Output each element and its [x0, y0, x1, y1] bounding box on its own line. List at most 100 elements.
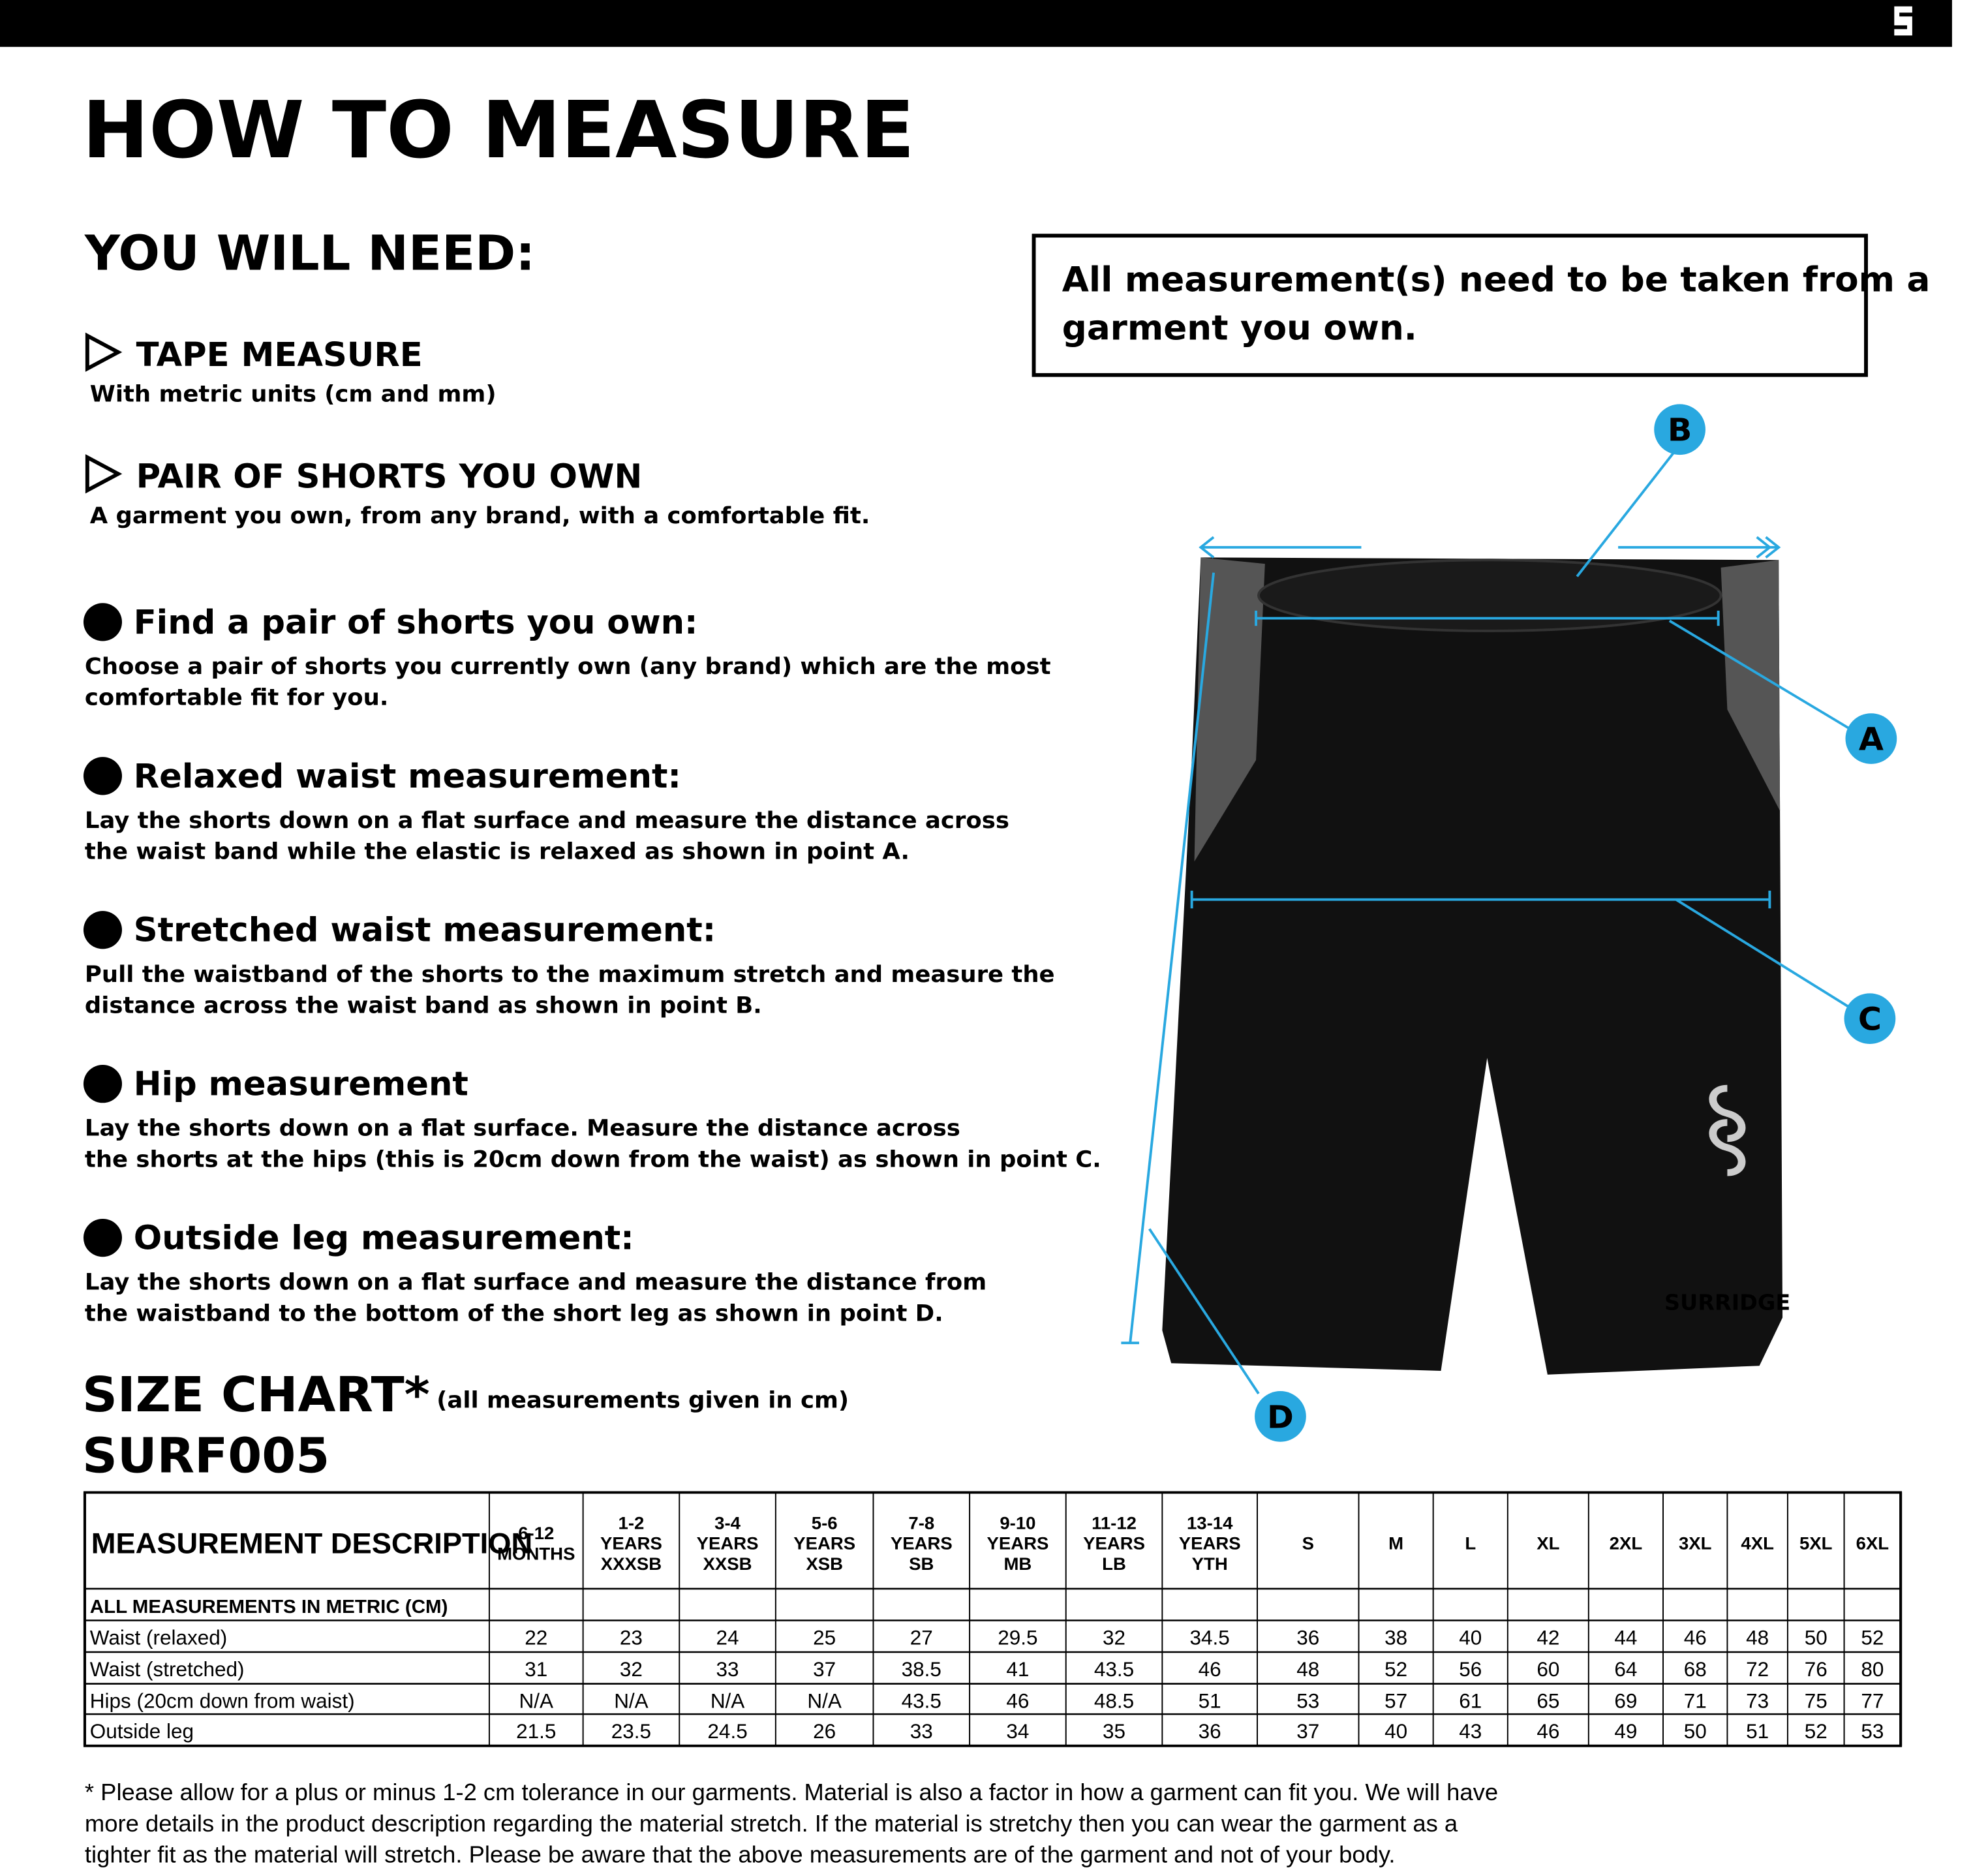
table-cell: 43.5	[1094, 1658, 1134, 1681]
table-cell: 26	[813, 1720, 836, 1743]
table-cell: 73	[1746, 1690, 1769, 1713]
table-cell: 31	[525, 1658, 547, 1681]
table-cell: 48	[1746, 1627, 1769, 1649]
table-cell: 49	[1614, 1720, 1637, 1743]
step-title: Stretched waist measurement:	[134, 911, 716, 949]
table-cell: 50	[1684, 1720, 1707, 1743]
table-cell: 44	[1614, 1627, 1637, 1649]
footnote: tighter fit as the material will stretch…	[85, 1841, 1396, 1868]
table-cell: 36	[1199, 1720, 1221, 1743]
table-cell: 72	[1746, 1658, 1769, 1681]
table-cell: 22	[525, 1627, 547, 1649]
label-circle	[1845, 713, 1897, 764]
step-number: 2	[94, 763, 111, 791]
shorts-illustration	[1162, 557, 1783, 1375]
step-text: Lay the shorts down on a flat surface an…	[85, 1269, 986, 1296]
table-header: XL	[1537, 1533, 1559, 1554]
step-number: 1	[94, 609, 111, 637]
row-label: Waist (relaxed)	[90, 1627, 227, 1649]
diagram-label: A	[1859, 721, 1884, 758]
table-header: YEARS	[697, 1533, 759, 1554]
table-cell: 37	[813, 1658, 836, 1681]
table-header: L	[1465, 1533, 1476, 1554]
step-text: the shorts at the hips (this is 20cm dow…	[85, 1146, 1101, 1173]
table-cell: 69	[1614, 1690, 1637, 1713]
table-cell: 38	[1384, 1627, 1407, 1649]
step-number: 5	[94, 1225, 111, 1253]
table-cell: 80	[1861, 1658, 1884, 1681]
table-cell: 33	[910, 1720, 933, 1743]
table-cell: 68	[1684, 1658, 1707, 1681]
table-cell: 46	[1006, 1690, 1029, 1713]
step-title: Hip measurement	[134, 1065, 468, 1103]
table-cell: 65	[1537, 1690, 1559, 1713]
table-cell: 51	[1746, 1720, 1769, 1743]
table-cell: 34.5	[1190, 1627, 1230, 1649]
row-label: Hips (20cm down from waist)	[90, 1690, 355, 1713]
table-cell: 32	[1103, 1627, 1125, 1649]
step-circle	[83, 757, 122, 795]
need-item-title: TAPE MEASURE	[136, 335, 423, 374]
table-cell: 32	[620, 1658, 643, 1681]
table-cell: 24.5	[707, 1720, 747, 1743]
table-header: 11-12	[1092, 1513, 1137, 1533]
step-title: Find a pair of shorts you own:	[134, 603, 698, 641]
table-header: YEARS	[793, 1533, 855, 1554]
diagram-label: C	[1858, 1001, 1882, 1038]
table-cell: 38.5	[902, 1658, 941, 1681]
need-item-text: With metric units (cm and mm)	[90, 381, 497, 408]
table-header: 9-10	[1000, 1513, 1035, 1533]
table-cell: 64	[1614, 1658, 1637, 1681]
table-header: XSB	[806, 1554, 843, 1574]
step-text: Choose a pair of shorts you currently ow…	[85, 653, 1051, 680]
table-cell: N/A	[711, 1690, 745, 1713]
footnote: more details in the product description …	[85, 1810, 1458, 1837]
step-text: the waistband to the bottom of the short…	[85, 1300, 943, 1326]
table-cell: 50	[1805, 1627, 1827, 1649]
table-cell: 53	[1296, 1690, 1319, 1713]
table-header: SB	[909, 1554, 934, 1574]
size-note: (all measurements given in cm)	[436, 1387, 849, 1413]
table-header: 6XL	[1856, 1533, 1889, 1554]
step-text: the waist band while the elastic is rela…	[85, 838, 910, 865]
table-cell: 34	[1006, 1720, 1029, 1743]
step-text: Lay the shorts down on a flat surface. M…	[85, 1115, 960, 1142]
table-header: 3-4	[714, 1513, 741, 1533]
table-header: 3XL	[1679, 1533, 1712, 1554]
logo-mark	[1894, 6, 1912, 36]
table-cell: 23.5	[611, 1720, 651, 1743]
label-circle	[1844, 993, 1896, 1044]
table-header: MONTHS	[497, 1543, 575, 1563]
table-cell: N/A	[614, 1690, 649, 1713]
table-cell: 51	[1199, 1690, 1221, 1713]
table-cell: 46	[1199, 1658, 1221, 1681]
step-title: Relaxed waist measurement:	[134, 757, 681, 795]
table-cell: 42	[1537, 1627, 1559, 1649]
size-code: SURF005	[82, 1428, 329, 1484]
table-border	[83, 1491, 1903, 1747]
main-title: HOW TO MEASURE	[82, 84, 915, 176]
table-cell: 40	[1459, 1627, 1482, 1649]
bullet-triangle	[85, 332, 123, 372]
logo-text: SURRIDGE	[1890, 36, 1934, 45]
table-cell: 52	[1805, 1720, 1827, 1743]
table-cell: N/A	[807, 1690, 842, 1713]
label-circle	[1255, 1391, 1306, 1442]
table-header: 5-6	[812, 1513, 838, 1533]
step-title: Outside leg measurement:	[134, 1219, 634, 1257]
step-text: Pull the waistband of the shorts to the …	[85, 961, 1055, 988]
diagram-label: B	[1668, 412, 1692, 449]
table-cell: 25	[813, 1627, 836, 1649]
table-cell: 41	[1006, 1658, 1029, 1681]
table-cell: 52	[1861, 1627, 1884, 1649]
table-header: M	[1388, 1533, 1403, 1554]
table-cell: 40	[1384, 1720, 1407, 1743]
diagram-label: D	[1267, 1399, 1294, 1436]
table-cell: 61	[1459, 1690, 1482, 1713]
table-cell: 23	[620, 1627, 643, 1649]
table-cell: 48	[1296, 1658, 1319, 1681]
table-cell: N/A	[519, 1690, 554, 1713]
size-heading: SIZE CHART*	[82, 1367, 430, 1423]
step-circle	[83, 1065, 122, 1103]
footnote: * Please allow for a plus or minus 1-2 c…	[85, 1779, 1498, 1805]
